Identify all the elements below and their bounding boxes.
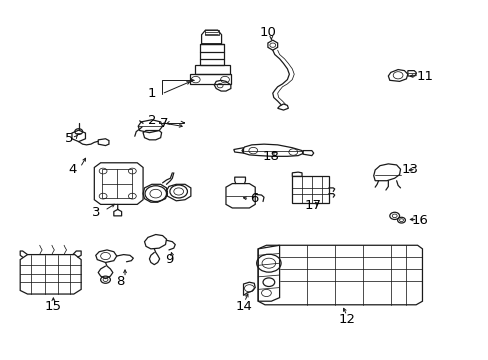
Text: 17: 17 — [304, 199, 321, 212]
Bar — [292, 176, 328, 203]
Text: 9: 9 — [164, 253, 173, 266]
Text: 12: 12 — [338, 312, 355, 326]
Text: 3: 3 — [91, 207, 100, 220]
Text: 14: 14 — [236, 300, 252, 313]
Text: 16: 16 — [411, 214, 427, 227]
Text: 1: 1 — [147, 87, 156, 100]
Text: 5: 5 — [64, 132, 73, 145]
Text: 6: 6 — [249, 192, 258, 205]
Text: 11: 11 — [416, 69, 432, 82]
Text: 15: 15 — [45, 300, 61, 313]
Text: 2: 2 — [147, 114, 156, 127]
Text: 7: 7 — [160, 117, 168, 130]
Text: 8: 8 — [116, 275, 124, 288]
Bar — [102, 169, 132, 198]
Text: 13: 13 — [401, 163, 418, 176]
Text: 10: 10 — [259, 27, 276, 40]
Text: 4: 4 — [68, 163, 77, 176]
Text: 18: 18 — [263, 150, 279, 163]
